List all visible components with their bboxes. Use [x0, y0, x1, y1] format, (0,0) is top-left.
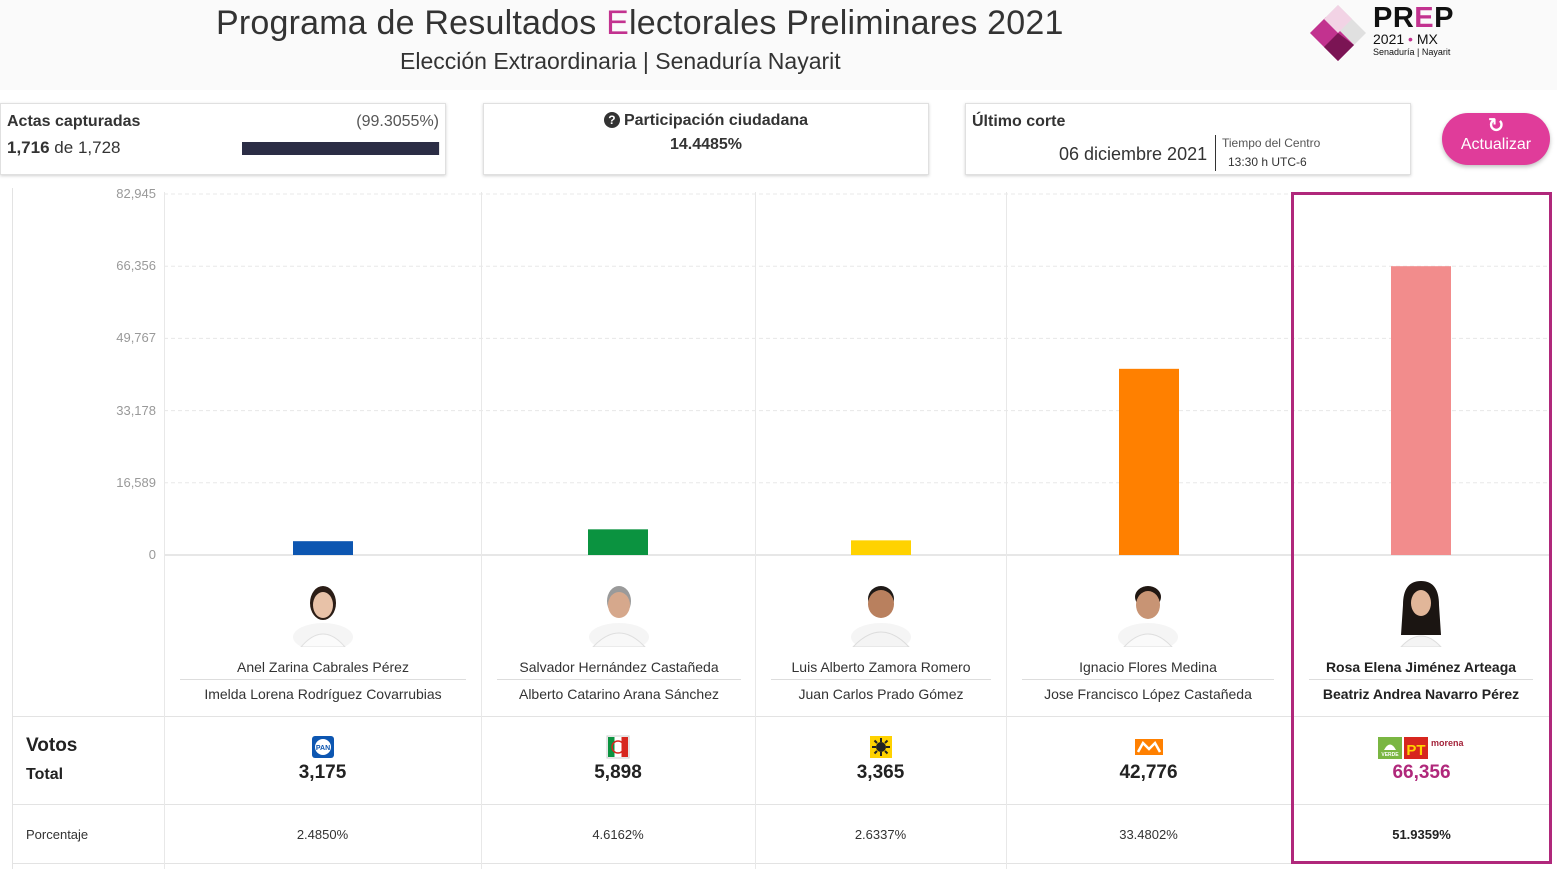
corte-date: 06 diciembre 2021	[1059, 144, 1208, 164]
bar-3[interactable]	[851, 540, 911, 555]
page-subtitle: Elección Extraordinaria | Senaduría Naya…	[400, 48, 841, 74]
y-tick-label: 0	[148, 547, 156, 562]
svg-text:VERDE: VERDE	[1381, 752, 1399, 758]
prep-logo: PREP 2021 • MX Senaduría | Nayarit	[1310, 3, 1470, 65]
table-divider-top	[12, 716, 1549, 717]
votes-value: 5,898	[594, 762, 642, 783]
page-title: Programa de Resultados Electorales Preli…	[216, 4, 1064, 42]
question-circle-icon[interactable]: ?	[603, 112, 620, 128]
winner-highlight-box	[1291, 192, 1552, 864]
corte-time: 13:30 h UTC-6	[1228, 155, 1307, 169]
votes-value: 3,175	[298, 762, 347, 783]
mc-logo-icon	[1134, 735, 1164, 764]
candidate-name: Rosa Elena Jiménez Arteaga	[1309, 659, 1533, 680]
bar-5[interactable]	[1391, 266, 1451, 555]
pan-logo-icon: PAN	[311, 735, 335, 764]
column-divider	[481, 192, 482, 869]
total-label: Total	[26, 766, 64, 783]
candidate-5: Rosa Elena Jiménez Arteaga Beatriz Andre…	[1309, 575, 1533, 702]
candidate-3: Luis Alberto Zamora Romero Juan Carlos P…	[771, 575, 991, 702]
corte-divider	[1215, 135, 1216, 171]
svg-text:PT: PT	[1406, 742, 1425, 759]
prep-sub: Senaduría | Nayarit	[1373, 47, 1451, 57]
actualizar-label: Actualizar	[1460, 136, 1532, 153]
votos-label: Votos	[26, 735, 78, 756]
candidate-name: Salvador Hernández Castañeda	[497, 659, 741, 680]
candidate-1: Anel Zarina Cabrales Pérez Imelda Lorena…	[180, 575, 466, 702]
candidate-suplente: Jose Francisco López Castañeda	[1044, 686, 1252, 702]
bar-1[interactable]	[293, 541, 353, 555]
candidate-photo-avatar	[1389, 575, 1453, 648]
candidate-photo-avatar	[587, 575, 651, 651]
coalition-logo-icon: VERDE PT morena	[1378, 735, 1465, 766]
candidate-name: Ignacio Flores Medina	[1022, 659, 1274, 680]
percent-value: 4.6162%	[592, 827, 644, 842]
bar-4[interactable]	[1119, 368, 1179, 555]
bar-2[interactable]	[588, 529, 648, 555]
participacion-value: 14.4485%	[669, 136, 743, 153]
column-divider	[755, 192, 756, 869]
percent-value-winner: 51.9359%	[1392, 827, 1451, 842]
prep-wordmark: PREP	[1373, 2, 1454, 34]
candidate-photo-avatar	[291, 575, 355, 651]
candidate-suplente: Alberto Catarino Arana Sánchez	[518, 686, 719, 702]
y-tick-label: 49,767	[116, 330, 156, 346]
actas-progress-bar	[242, 142, 440, 155]
refresh-icon: ↻	[1487, 115, 1505, 137]
column-divider	[164, 192, 165, 869]
candidate-suplente: Juan Carlos Prado Gómez	[798, 686, 964, 702]
votes-value-winner: 66,356	[1392, 762, 1451, 783]
candidate-photo-avatar	[849, 575, 913, 651]
corte-label: Último corte	[972, 113, 1066, 130]
candidate-suplente: Imelda Lorena Rodríguez Covarrubias	[204, 686, 442, 702]
participacion-label: ? Participación ciudadana	[484, 112, 928, 130]
svg-text:PAN: PAN	[316, 745, 330, 752]
actas-card: Actas capturadas (99.3055%) 1,716 de 1,7…	[0, 103, 446, 175]
votes-value: 42,776	[1119, 762, 1178, 783]
y-tick-label: 33,178	[116, 402, 156, 418]
votes-value: 3,365	[856, 762, 905, 783]
prep-year: 2021 • MX	[1373, 31, 1438, 47]
table-divider-mid	[12, 804, 1549, 805]
actualizar-button[interactable]: ↻ Actualizar	[1442, 113, 1550, 165]
candidate-suplente: Beatriz Andrea Navarro Pérez	[1322, 686, 1520, 702]
actas-label: Actas capturadas	[7, 113, 141, 130]
ultimo-corte-card: Último corte 06 diciembre 2021 Tiempo de…	[965, 103, 1411, 175]
table-divider-bottom	[12, 863, 1549, 864]
porcentaje-label: Porcentaje	[26, 827, 89, 842]
prep-diamond-icon	[1310, 5, 1366, 61]
percent-value: 33.4802%	[1119, 827, 1178, 842]
y-tick-label: 66,356	[116, 258, 156, 274]
header: Programa de Resultados Electorales Preli…	[0, 0, 1557, 90]
y-tick-label: 16,589	[116, 474, 156, 490]
candidate-4: Ignacio Flores Medina Jose Francisco Lóp…	[1022, 575, 1274, 702]
actas-percent: (99.3055%)	[356, 113, 439, 130]
results-frame	[12, 188, 1550, 869]
actas-progress-fill	[242, 142, 439, 155]
actas-count: 1,716 de 1,728	[7, 138, 121, 157]
percent-value: 2.6337%	[854, 827, 907, 842]
svg-text:morena: morena	[1431, 738, 1464, 748]
corte-timezone: Tiempo del Centro	[1222, 136, 1321, 150]
participacion-card: ? Participación ciudadana 14.4485%	[483, 103, 929, 175]
candidate-2: Salvador Hernández Castañeda Alberto Cat…	[497, 575, 741, 702]
candidate-name: Anel Zarina Cabrales Pérez	[180, 659, 466, 680]
pri-logo-icon	[606, 735, 630, 764]
percent-value: 2.4850%	[296, 827, 349, 842]
column-divider	[1006, 192, 1007, 869]
candidate-name: Luis Alberto Zamora Romero	[771, 659, 991, 680]
y-tick-label: 82,945	[116, 186, 156, 201]
candidate-photo-avatar	[1116, 575, 1180, 651]
prd-logo-icon	[869, 735, 893, 764]
